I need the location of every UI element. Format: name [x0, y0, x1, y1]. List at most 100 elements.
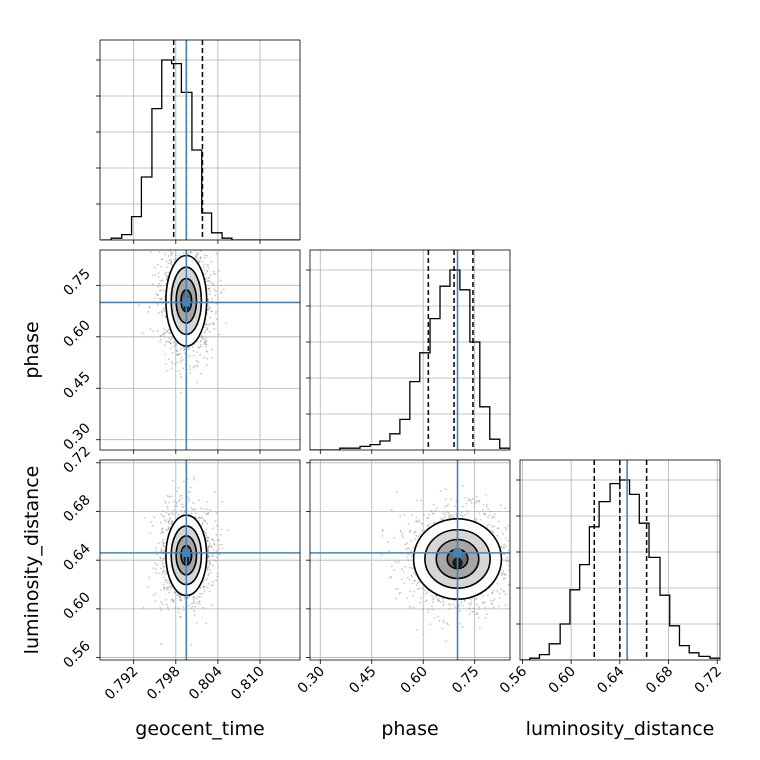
- density-geocent-time-vs-luminosity-distance-sample-point: [186, 605, 189, 607]
- density-geocent-time-vs-phase-sample-point: [210, 356, 213, 359]
- density-geocent-time-vs-phase-sample-point: [157, 229, 159, 231]
- density-geocent-time-vs-phase-sample-point: [205, 323, 208, 326]
- density-geocent-time-vs-phase-sample-point: [222, 288, 225, 291]
- density-geocent-time-vs-phase-sample-point: [212, 283, 214, 286]
- density-phase-vs-luminosity-distance-sample-point: [445, 622, 448, 625]
- density-geocent-time-vs-luminosity-distance-sample-point: [196, 517, 199, 520]
- density-phase-vs-luminosity-distance-sample-point: [493, 513, 496, 515]
- density-phase-vs-luminosity-distance-sample-point: [408, 566, 411, 569]
- density-geocent-time-vs-luminosity-distance-sample-point: [199, 592, 202, 595]
- density-geocent-time-vs-luminosity-distance-sample-point: [166, 505, 169, 508]
- density-phase-vs-luminosity-distance-sample-point: [380, 553, 383, 556]
- density-geocent-time-vs-luminosity-distance-sample-point: [209, 569, 212, 571]
- density-geocent-time-vs-luminosity-distance-sample-point: [173, 505, 176, 508]
- density-geocent-time-vs-luminosity-distance-sample-point: [205, 508, 208, 511]
- density-geocent-time-vs-phase-sample-point: [206, 357, 209, 360]
- density-geocent-time-vs-phase-sample-point: [180, 356, 183, 359]
- density-phase-vs-luminosity-distance-sample-point: [507, 524, 510, 527]
- tick-label-y-density-geocent-time-vs-phase-1: 0.45: [60, 369, 93, 402]
- density-phase-vs-luminosity-distance-sample-point: [500, 588, 502, 590]
- density-geocent-time-vs-luminosity-distance-sample-point: [206, 513, 209, 516]
- density-geocent-time-vs-luminosity-distance-sample-point: [165, 598, 168, 601]
- density-geocent-time-vs-luminosity-distance-sample-point: [164, 520, 166, 522]
- density-geocent-time-vs-luminosity-distance-sample-point: [190, 643, 192, 646]
- density-geocent-time-vs-phase-sample-point: [206, 254, 208, 257]
- density-phase-vs-luminosity-distance-sample-point: [415, 534, 418, 537]
- density-geocent-time-vs-luminosity-distance-sample-point: [163, 576, 166, 579]
- density-phase-vs-luminosity-distance-sample-point: [460, 601, 463, 603]
- density-phase-vs-luminosity-distance-sample-point: [514, 528, 516, 530]
- density-geocent-time-vs-phase-sample-point: [157, 276, 160, 278]
- density-phase-vs-luminosity-distance-sample-point: [518, 536, 520, 538]
- density-phase-vs-luminosity-distance-sample-point: [514, 579, 516, 581]
- density-geocent-time-vs-phase-sample-point: [165, 340, 168, 343]
- density-geocent-time-vs-luminosity-distance-sample-point: [193, 613, 196, 616]
- density-phase-vs-luminosity-distance-sample-point: [426, 591, 429, 594]
- density-phase-vs-luminosity-distance-sample-point: [502, 533, 504, 535]
- density-geocent-time-vs-phase-sample-point: [192, 243, 194, 245]
- density-phase-vs-luminosity-distance-sample-point: [439, 601, 442, 603]
- density-phase-vs-luminosity-distance-sample-point: [492, 606, 495, 609]
- density-phase-vs-luminosity-distance-sample-point: [527, 548, 529, 550]
- density-geocent-time-vs-phase-sample-point: [180, 361, 183, 364]
- density-geocent-time-vs-phase-sample-point: [179, 254, 181, 257]
- density-phase-vs-luminosity-distance-sample-point: [512, 588, 514, 590]
- density-phase-vs-luminosity-distance-sample-point: [421, 529, 424, 532]
- density-phase-vs-luminosity-distance-sample-point: [484, 514, 486, 516]
- density-geocent-time-vs-phase-sample-point: [201, 260, 204, 263]
- density-geocent-time-vs-luminosity-distance-sample-point: [163, 516, 166, 518]
- density-geocent-time-vs-phase-sample-point: [209, 281, 212, 284]
- density-geocent-time-vs-luminosity-distance-sample-point: [155, 568, 157, 571]
- density-geocent-time-vs-luminosity-distance-sample-point: [212, 581, 214, 583]
- density-geocent-time-vs-phase-sample-point: [158, 311, 160, 314]
- density-geocent-time-vs-phase-sample-point: [166, 266, 169, 269]
- density-geocent-time-vs-phase-sample-point: [173, 341, 176, 344]
- density-geocent-time-vs-phase-sample-point: [197, 242, 199, 244]
- tick-label-x-density-phase-vs-luminosity-distance-1: 0.45: [346, 664, 379, 697]
- density-phase-vs-luminosity-distance-sample-point: [489, 510, 492, 513]
- density-geocent-time-vs-luminosity-distance-sample-point: [207, 572, 210, 575]
- density-geocent-time-vs-luminosity-distance-sample-point: [175, 505, 178, 508]
- density-geocent-time-vs-phase-sample-point: [198, 261, 201, 264]
- density-phase-vs-luminosity-distance-sample-point: [402, 571, 405, 573]
- density-geocent-time-vs-luminosity-distance-sample-point: [210, 604, 213, 607]
- density-geocent-time-vs-luminosity-distance-sample-point: [160, 601, 163, 603]
- density-geocent-time-vs-luminosity-distance-sample-point: [218, 553, 221, 556]
- density-phase-vs-luminosity-distance-sample-point: [481, 602, 484, 605]
- density-phase-vs-luminosity-distance-sample-point: [513, 559, 515, 561]
- density-phase-vs-luminosity-distance-sample-point: [518, 542, 520, 544]
- density-geocent-time-vs-luminosity-distance-sample-point: [194, 605, 197, 608]
- density-phase-vs-luminosity-distance-sample-point: [441, 597, 444, 600]
- density-phase-vs-luminosity-distance-sample-point: [492, 599, 495, 602]
- density-geocent-time-vs-phase-sample-point: [172, 241, 174, 243]
- density-phase-vs-luminosity-distance-sample-point: [446, 504, 448, 507]
- frame-hist-geocent-time: [99, 39, 301, 241]
- density-geocent-time-vs-phase-sample-point: [168, 259, 171, 261]
- density-phase-vs-luminosity-distance-sample-point: [454, 606, 456, 608]
- density-phase-vs-luminosity-distance-sample-point: [497, 605, 500, 608]
- density-phase-vs-luminosity-distance-sample-point: [462, 484, 464, 487]
- density-geocent-time-vs-luminosity-distance-sample-point: [193, 600, 195, 603]
- density-geocent-time-vs-phase-sample-point: [175, 348, 178, 351]
- density-phase-vs-luminosity-distance-sample-point: [482, 503, 485, 506]
- density-geocent-time-vs-luminosity-distance-sample-point: [156, 563, 159, 566]
- density-geocent-time-vs-luminosity-distance-sample-point: [162, 570, 164, 573]
- density-geocent-time-vs-phase-sample-point: [178, 187, 180, 189]
- density-geocent-time-vs-phase-sample-point: [207, 304, 210, 307]
- density-phase-vs-luminosity-distance-sample-point: [464, 514, 466, 517]
- density-phase-vs-luminosity-distance-sample-point: [421, 587, 424, 590]
- density-geocent-time-vs-phase-sample-point: [179, 359, 182, 362]
- density-geocent-time-vs-luminosity-distance-sample-point: [152, 594, 155, 597]
- tick-label-x-density-geocent-time-vs-luminosity-distance-1: 0.798: [144, 664, 184, 704]
- density-geocent-time-vs-phase-sample-point: [169, 342, 172, 345]
- density-phase-vs-luminosity-distance-sample-point: [466, 512, 469, 515]
- density-geocent-time-vs-luminosity-distance-sample-point: [167, 521, 170, 523]
- density-geocent-time-vs-luminosity-distance-sample-point: [167, 527, 170, 530]
- density-geocent-time-vs-phase-sample-point: [189, 368, 192, 371]
- density-phase-vs-luminosity-distance-sample-point: [459, 623, 462, 625]
- tick-label-y-density-geocent-time-vs-phase-2: 0.60: [60, 317, 93, 350]
- density-geocent-time-vs-phase-sample-point: [152, 274, 154, 277]
- density-geocent-time-vs-luminosity-distance-sample-point: [199, 595, 201, 598]
- density-geocent-time-vs-luminosity-distance-sample-point: [154, 562, 157, 565]
- density-phase-vs-luminosity-distance-sample-point: [406, 542, 408, 545]
